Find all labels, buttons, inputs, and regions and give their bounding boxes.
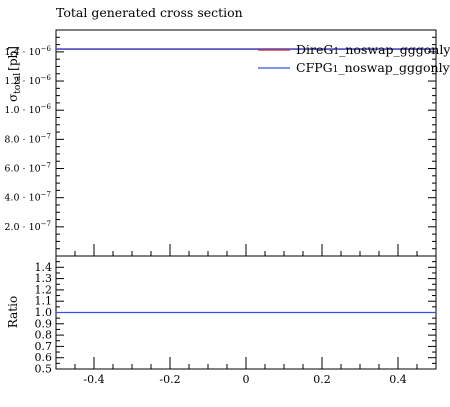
x-tick-label: -0.4: [83, 373, 104, 386]
x-tick-label: 0.2: [313, 373, 331, 386]
y-label-symbol: σ: [6, 94, 20, 102]
ratio-y-tick-label: 1.1: [35, 295, 53, 308]
ratio-y-axis: 0.50.60.70.80.91.01.11.21.31.4: [35, 261, 436, 376]
main-y-tick-label: 4.0 · 10−7: [4, 191, 51, 204]
x-tick-label: 0: [243, 373, 250, 386]
main-y-tick-exponent: −7: [41, 191, 51, 199]
ratio-y-tick-label: 1.0: [35, 306, 53, 319]
ratio-y-tick-label: 1.4: [35, 261, 53, 274]
main-y-tick-mantissa: 8.0 · 10: [4, 134, 40, 145]
main-y-tick-exponent: −6: [41, 45, 52, 53]
x-tick-labels: -0.4 -0.2 0 0.2 0.4: [83, 373, 406, 386]
legend-entry-rest: _noswap_gggonly: [338, 60, 450, 75]
legend-entry-main: DireG: [296, 42, 333, 57]
legend-entry-rest: _noswap_gggonly: [339, 42, 450, 57]
ratio-y-tick-label: 1.2: [35, 283, 53, 296]
main-y-axis-label: σtotal [pb]: [6, 46, 23, 102]
chart-title: Total generated cross section: [56, 5, 243, 20]
ratio-y-tick-label: 0.8: [35, 329, 53, 342]
y-label-subscript: total: [13, 73, 23, 94]
main-y-tick-mantissa: 4.0 · 10: [4, 193, 40, 204]
main-y-axis: 2.0 · 10−74.0 · 10−76.0 · 10−78.0 · 10−7…: [4, 29, 436, 250]
main-y-tick-mantissa: 2.0 · 10: [4, 222, 40, 233]
x-tick-label: -0.2: [159, 373, 180, 386]
main-y-tick-label: 2.0 · 10−7: [4, 220, 51, 233]
main-y-tick-exponent: −7: [41, 220, 51, 228]
ratio-y-tick-label: 0.6: [35, 351, 53, 364]
main-y-tick-label: 8.0 · 10−7: [4, 132, 51, 145]
main-y-tick-label: 1.4 · 10−6: [4, 45, 51, 58]
main-x-axis: [55, 244, 437, 256]
main-y-tick-exponent: −7: [41, 132, 51, 140]
main-y-tick-exponent: −7: [41, 162, 51, 170]
ratio-x-axis: [55, 357, 437, 369]
main-y-tick-mantissa: 1.2 · 10: [4, 76, 40, 87]
main-y-tick-exponent: −6: [41, 74, 52, 82]
main-y-tick-mantissa: 1.0 · 10: [4, 105, 40, 116]
legend-entry-main: CFPG: [296, 60, 333, 75]
main-y-tick-mantissa: 6.0 · 10: [4, 164, 40, 175]
ratio-y-tick-label: 0.7: [35, 340, 53, 353]
legend-entry-1: DireG1_noswap_gggonly: [296, 42, 450, 57]
y-label-unit: [pb]: [6, 46, 20, 71]
main-y-tick-label: 1.0 · 10−6: [4, 103, 51, 116]
ratio-y-tick-label: 1.3: [35, 272, 53, 285]
ratio-y-axis-label: Ratio: [6, 296, 20, 328]
main-y-tick-label: 1.2 · 10−6: [4, 74, 51, 87]
legend-entry-2: CFPG1_noswap_gggonly: [296, 60, 450, 75]
main-y-tick-label: 6.0 · 10−7: [4, 162, 51, 175]
legend: DireG1_noswap_gggonlyCFPG1_noswap_gggonl…: [258, 42, 450, 75]
legend-entry-sub: 1: [333, 47, 339, 57]
x-tick-label: 0.4: [389, 373, 407, 386]
main-y-tick-mantissa: 1.4 · 10: [4, 47, 40, 58]
ratio-y-tick-label: 0.5: [35, 363, 53, 376]
ratio-y-tick-label: 0.9: [35, 317, 53, 330]
legend-entry-sub: 1: [333, 65, 339, 75]
main-y-tick-exponent: −6: [41, 103, 52, 111]
